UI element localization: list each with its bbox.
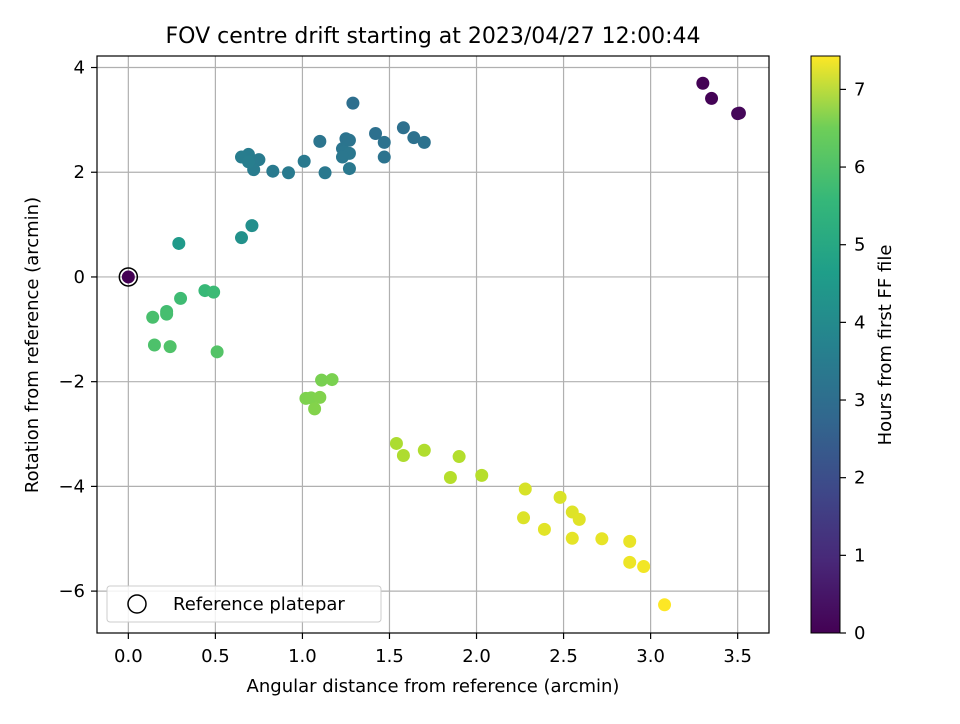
x-tick-label: 3.0 [636, 646, 665, 667]
x-tick-label: 1.5 [375, 646, 404, 667]
data-point [234, 231, 248, 245]
x-tick-label: 2.0 [462, 646, 491, 667]
data-point [443, 470, 457, 484]
colorbar-tick-label: 5 [854, 235, 865, 256]
legend-marker-reference [127, 594, 147, 614]
x-tick-label: 2.5 [549, 646, 578, 667]
x-tick-label: 0.0 [114, 646, 143, 667]
y-tick-label: −4 [58, 476, 85, 497]
colorbar-label: Hours from first FF file [875, 245, 896, 446]
reference-point [121, 270, 135, 284]
x-tick-label: 3.5 [723, 646, 752, 667]
colorbar-tick-label: 1 [854, 545, 865, 566]
colorbar-tick-label: 7 [854, 79, 865, 100]
data-point [565, 531, 579, 545]
data-point [517, 511, 531, 525]
data-point [313, 134, 327, 148]
data-point [637, 560, 651, 574]
legend-label-reference: Reference platepar [173, 594, 345, 615]
plot-frame [96, 55, 770, 634]
data-point [163, 340, 177, 354]
x-tick-label: 1.0 [288, 646, 317, 667]
y-tick-label: −6 [58, 581, 85, 602]
data-point [266, 164, 280, 178]
data-point [553, 490, 567, 504]
data-point [518, 482, 532, 496]
data-point [623, 534, 637, 548]
colorbar-gradient [810, 55, 841, 634]
data-point [245, 219, 259, 233]
grid-lines [97, 56, 769, 633]
legend-box [106, 585, 382, 623]
data-point [623, 555, 637, 569]
data-point [146, 310, 160, 324]
data-point [705, 91, 719, 105]
data-point [396, 121, 410, 135]
data-point [346, 96, 360, 110]
colorbar-tick-label: 3 [854, 390, 865, 411]
colorbar-tick-label: 0 [854, 623, 865, 644]
y-axis-ticks: 4 2 0 −2 −4 −6 [58, 58, 97, 602]
data-point [572, 512, 586, 526]
data-point [396, 449, 410, 463]
x-tick-label: 0.5 [201, 646, 230, 667]
plot-area [97, 56, 769, 633]
data-point [417, 135, 431, 149]
data-point [475, 468, 489, 482]
y-axis-label: Rotation from reference (arcmin) [22, 197, 43, 493]
data-point [297, 154, 311, 168]
data-point [147, 338, 161, 352]
data-points [118, 76, 746, 612]
y-tick-label: −2 [58, 372, 85, 393]
chart-title: FOV centre drift starting at 2023/04/27 … [166, 24, 701, 49]
data-point [210, 345, 224, 359]
data-point [160, 307, 174, 321]
colorbar-tick-label: 4 [854, 312, 865, 333]
data-point [452, 450, 466, 464]
y-tick-label: 4 [74, 58, 85, 79]
legend: Reference platepar [106, 585, 382, 623]
data-point [696, 76, 710, 90]
data-point [252, 153, 266, 167]
data-point [407, 131, 421, 145]
data-point [335, 150, 349, 164]
colorbar-tick-label: 2 [854, 468, 865, 489]
data-point [172, 236, 186, 250]
colorbar-ticks: 0 1 2 3 4 5 6 7 [840, 79, 865, 644]
data-point [313, 390, 327, 404]
data-point [417, 443, 431, 457]
data-point [207, 285, 221, 299]
data-point [658, 598, 672, 612]
y-tick-label: 2 [74, 162, 85, 183]
data-point [241, 155, 255, 169]
reference-point-ring [118, 267, 139, 287]
data-point [595, 532, 609, 546]
colorbar: 0 1 2 3 4 5 6 7 Hours from first FF file [810, 55, 896, 644]
data-point [389, 436, 403, 450]
x-axis-label: Angular distance from reference (arcmin) [247, 676, 620, 697]
data-point [174, 291, 188, 305]
data-point [318, 166, 332, 180]
data-point [282, 166, 296, 180]
y-tick-label: 0 [74, 267, 85, 288]
data-point [369, 126, 383, 140]
colorbar-tick-label: 6 [854, 157, 865, 178]
data-point [308, 402, 322, 416]
data-point [325, 373, 339, 387]
data-point [732, 106, 746, 120]
data-point [342, 162, 356, 176]
x-axis-ticks: 0.0 0.5 1.0 1.5 2.0 2.5 3.0 3.5 [114, 633, 752, 667]
data-point [315, 373, 329, 387]
data-point [377, 150, 391, 164]
data-point [537, 522, 551, 536]
data-point [377, 135, 391, 149]
